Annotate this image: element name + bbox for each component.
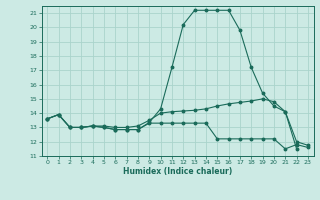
X-axis label: Humidex (Indice chaleur): Humidex (Indice chaleur) [123,167,232,176]
